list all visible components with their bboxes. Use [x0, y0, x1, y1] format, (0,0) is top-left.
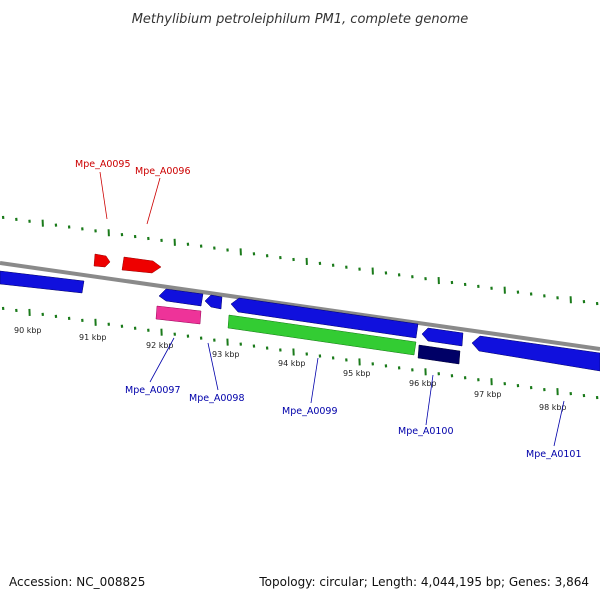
leader-line-mpe-a0097	[149, 337, 175, 383]
map-title: Methylibium petroleiphilum PM1, complete…	[132, 12, 469, 27]
gene-arrow-mpe-a0095[interactable]	[93, 253, 111, 268]
rna-feature-navy[interactable]	[417, 344, 461, 365]
gene-label-mpe-a0098[interactable]: Mpe_A0098	[189, 393, 245, 404]
gene-label-mpe-a0096[interactable]: Mpe_A0096	[135, 166, 191, 177]
tick-label: 93 kbp	[212, 350, 240, 359]
gene-arrow-mpe-a0098[interactable]	[204, 294, 223, 310]
tick-label: 95 kbp	[343, 369, 371, 378]
tick-label: 90 kbp	[14, 326, 42, 335]
gene-label-mpe-a0101[interactable]: Mpe_A0101	[526, 449, 582, 460]
accession-text: Accession: NC_008825	[9, 575, 145, 589]
leader-line-mpe-a0095	[99, 171, 108, 220]
leader-line-mpe-a0100	[425, 374, 434, 426]
gene-label-mpe-a0097[interactable]: Mpe_A0097	[125, 385, 181, 396]
rna-feature-pink[interactable]	[155, 305, 202, 325]
leader-line-mpe-a0098	[207, 342, 219, 391]
leader-line-mpe-a0096	[146, 177, 161, 225]
rna-feature-green[interactable]	[227, 314, 417, 356]
inner-tick-ring	[1, 306, 599, 400]
tick-label: 94 kbp	[278, 359, 306, 368]
gene-label-mpe-a0100[interactable]: Mpe_A0100	[398, 426, 454, 437]
gene-arrow-mpe-a0099[interactable]	[230, 297, 419, 339]
genome-backbone	[0, 261, 600, 351]
outer-tick-ring	[1, 215, 599, 306]
tick-label: 98 kbp	[539, 403, 567, 412]
gene-arrow-left-edge[interactable]	[0, 270, 85, 294]
leader-line-mpe-a0099	[310, 357, 319, 404]
genome-summary-text: Topology: circular; Length: 4,044,195 bp…	[258, 575, 589, 589]
tick-label: 92 kbp	[146, 341, 174, 350]
leader-line-mpe-a0101	[553, 400, 565, 447]
tick-labels: 90 kbp 91 kbp 92 kbp 93 kbp 94 kbp 95 kb…	[14, 326, 567, 412]
tick-label: 91 kbp	[79, 333, 107, 342]
gene-arrow-mpe-a0100[interactable]	[421, 327, 464, 347]
gene-arrow-mpe-a0097[interactable]	[158, 288, 204, 307]
gene-label-mpe-a0095[interactable]: Mpe_A0095	[75, 159, 131, 170]
tick-label: 96 kbp	[409, 379, 437, 388]
tick-label: 97 kbp	[474, 390, 502, 399]
gene-arrow-mpe-a0101[interactable]	[471, 335, 600, 372]
gene-labels: Mpe_A0095 Mpe_A0096 Mpe_A0097 Mpe_A0098 …	[75, 159, 582, 460]
gene-label-mpe-a0099[interactable]: Mpe_A0099	[282, 406, 338, 417]
leader-lines	[99, 171, 565, 447]
gene-arrow-mpe-a0096[interactable]	[121, 256, 162, 274]
